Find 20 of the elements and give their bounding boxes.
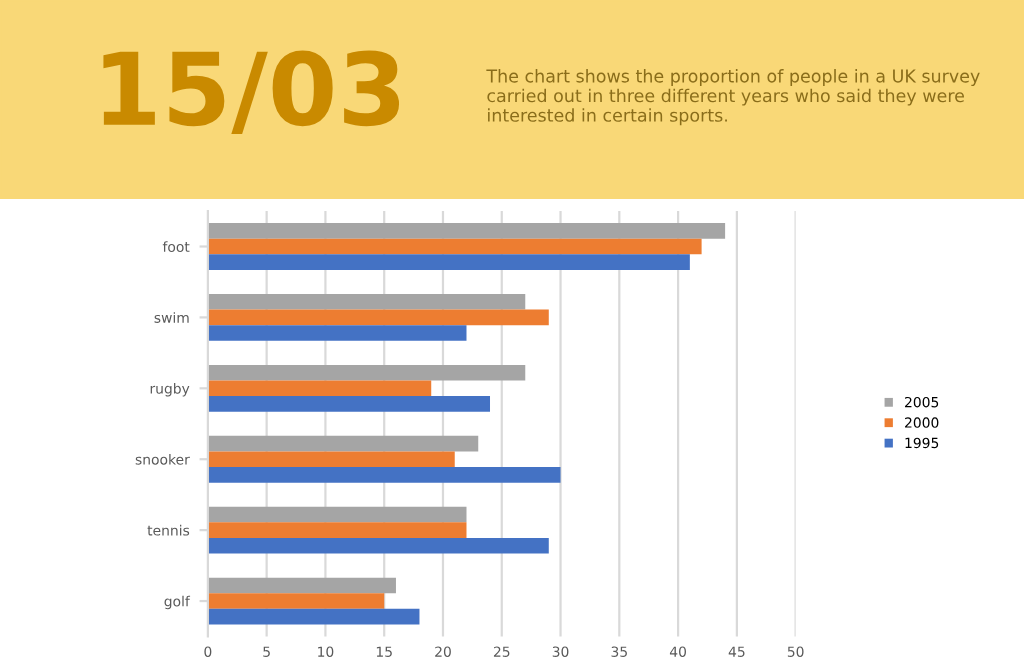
bar (207, 506, 467, 523)
bar (207, 380, 432, 397)
bar (207, 294, 526, 310)
bar (207, 364, 526, 381)
bar (207, 435, 479, 452)
bar (207, 325, 467, 341)
bar (207, 238, 702, 255)
bar (207, 254, 690, 270)
bar (207, 608, 420, 625)
bar (207, 577, 396, 594)
bar (207, 309, 549, 326)
bar (207, 537, 549, 554)
bar (207, 451, 455, 468)
chart-title: 15/03 (103, 50, 400, 135)
bar (207, 522, 467, 538)
bar (207, 223, 726, 239)
bar (207, 593, 385, 609)
chart-subtitle: The chart shows the proportion of people in a UK survey carried out in three different years who said they were interested in certain sports. (486, 69, 980, 126)
bar (207, 396, 490, 412)
bar (207, 467, 561, 483)
